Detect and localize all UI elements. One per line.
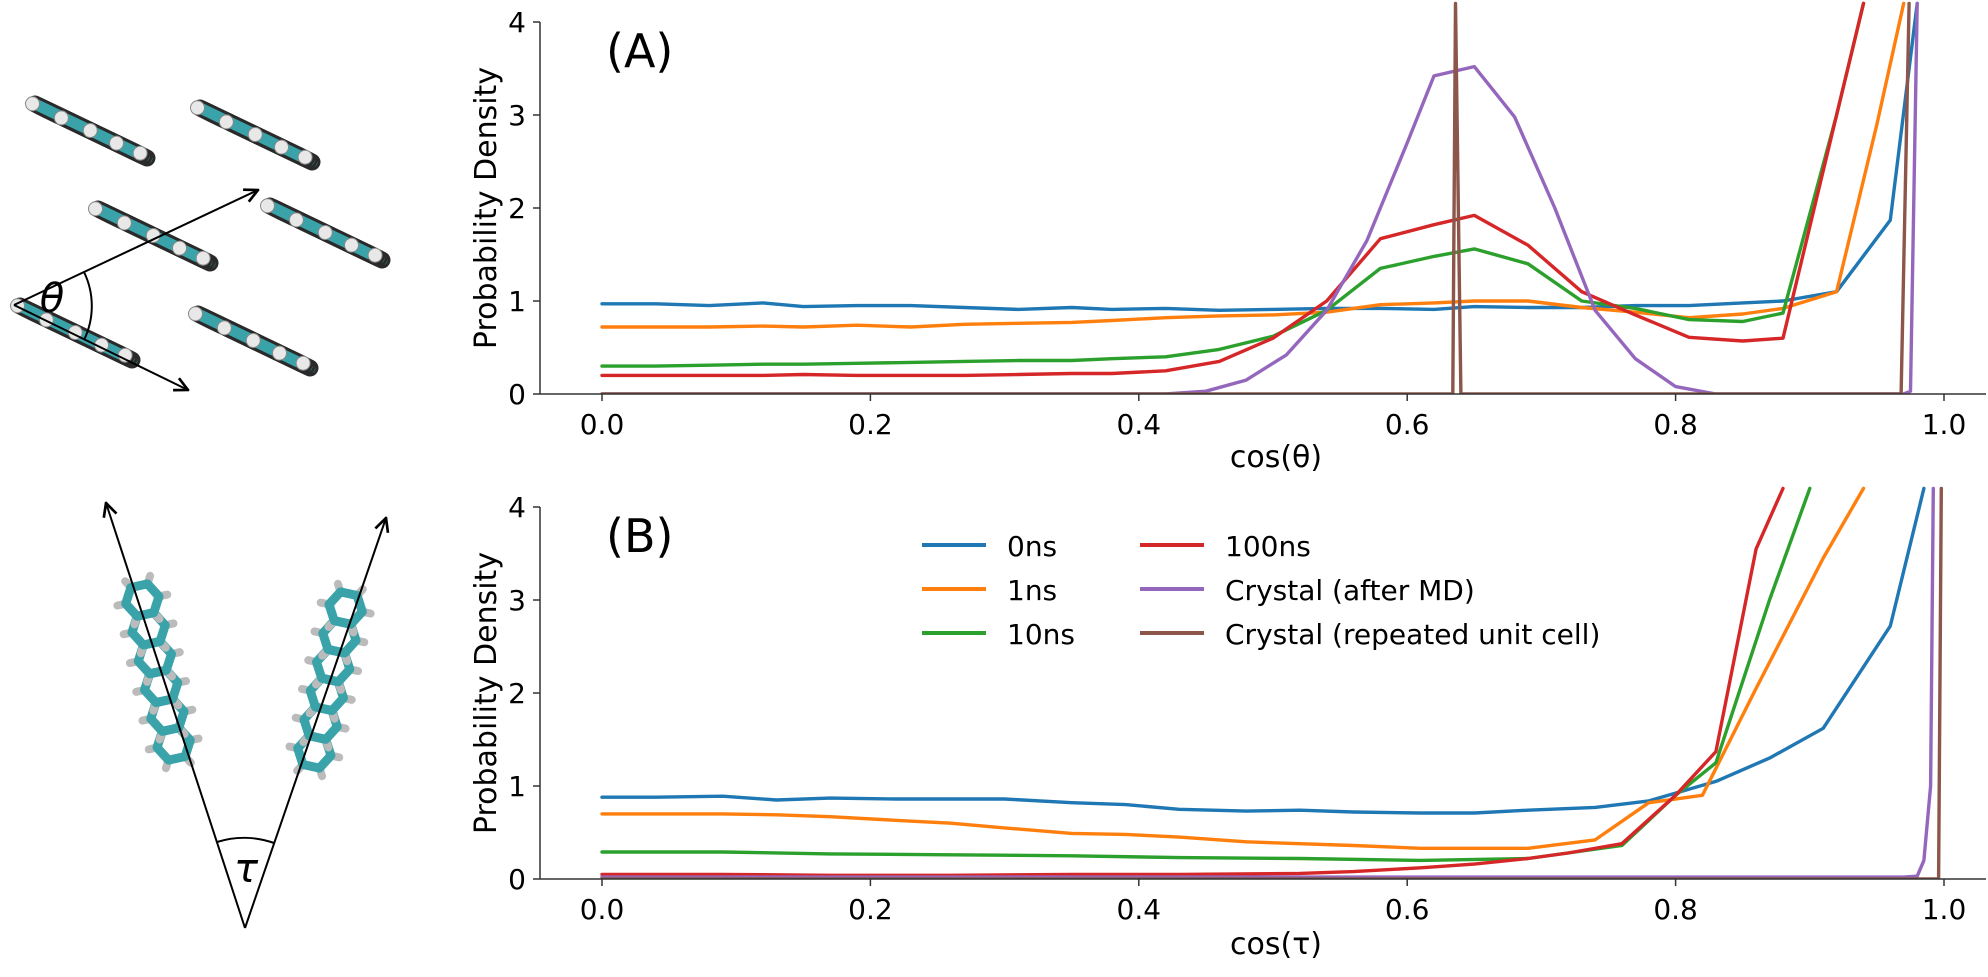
- legend-entry-0ns: 0ns: [922, 530, 1057, 563]
- y-tick-label: 2: [508, 192, 526, 225]
- panel-a-ticks: 0.0 0.2 0.4 0.6 0.8 1.0 0 1 2 3 4: [508, 6, 1966, 441]
- x-tick-label: 0.6: [1385, 408, 1430, 441]
- tau-symbol: τ: [234, 846, 259, 892]
- legend-label: Crystal (after MD): [1225, 574, 1475, 607]
- y-tick-label: 4: [508, 6, 526, 39]
- x-tick-label: 1.0: [1922, 408, 1967, 441]
- y-tick-label: 2: [508, 677, 526, 710]
- x-tick-label: 0.2: [848, 408, 893, 441]
- panel-a-x-label: cos(θ): [1230, 440, 1322, 475]
- legend-entry-10ns: 10ns: [922, 618, 1075, 651]
- tau-right-arrow: [244, 518, 386, 929]
- series-line-crystal-after-md: [600, 1, 1919, 394]
- panel-b-x-label: cos(τ): [1230, 927, 1322, 962]
- series-line-0ns: [600, 1, 1919, 312]
- tau-arc: [216, 836, 275, 844]
- x-tick-label: 0.4: [1117, 893, 1162, 926]
- series-line-crystal-repeated-unit-cell: [600, 1, 1911, 394]
- series-line-10ns: [600, 486, 1812, 863]
- theta-upper-arrow: [13, 190, 258, 306]
- series-line-100ns: [600, 1, 1866, 378]
- x-tick-label: 0.4: [1117, 408, 1162, 441]
- theta-lower-arrow: [13, 304, 188, 390]
- y-tick-label: 3: [508, 584, 526, 617]
- theta-arc: [83, 271, 93, 341]
- legend-entry-crystal-after-md: Crystal (after MD): [1140, 574, 1475, 607]
- panel-b-ticks: 0.0 0.2 0.4 0.6 0.8 1.0 0 1 2 3 4: [508, 491, 1966, 926]
- panel-a: 0.0 0.2 0.4 0.6 0.8 1.0 0 1 2 3 4 (A) cos(θ) Proba…: [469, 1, 1986, 475]
- tau-angle-annotation: τ: [106, 503, 386, 929]
- y-tick-label: 1: [508, 285, 526, 318]
- x-tick-label: 0.8: [1653, 893, 1698, 926]
- panel-b-y-label: Probability Density: [469, 552, 504, 834]
- herringbone-dimer-illustration: [10, 95, 391, 377]
- x-tick-label: 0.6: [1385, 893, 1430, 926]
- legend-label: 100ns: [1225, 530, 1311, 563]
- series-line-crystal-repeated-unit-cell: [600, 486, 1944, 879]
- series-line-1ns: [600, 1, 1906, 329]
- x-tick-label: 1.0: [1922, 893, 1967, 926]
- theta-symbol: θ: [40, 276, 64, 322]
- x-tick-label: 0.0: [580, 408, 625, 441]
- legend-entry-1ns: 1ns: [922, 574, 1057, 607]
- panel-b: 0.0 0.2 0.4 0.6 0.8 1.0 0 1 2 3 4 (B) cos(τ) Proba…: [469, 486, 1986, 962]
- legend-label: 1ns: [1007, 574, 1057, 607]
- panel-a-y-label: Probability Density: [469, 67, 504, 349]
- series-line-1ns: [600, 486, 1866, 850]
- y-tick-label: 1: [508, 770, 526, 803]
- legend-label: 10ns: [1007, 618, 1075, 651]
- series-line-100ns: [600, 486, 1785, 877]
- series-line-crystal-after-md: [600, 486, 1936, 879]
- legend-entry-crystal-repeated-unit-cell: Crystal (repeated unit cell): [1140, 618, 1600, 651]
- tau-dimer-illustration: [113, 571, 375, 781]
- y-tick-label: 4: [508, 491, 526, 524]
- legend-label: Crystal (repeated unit cell): [1225, 618, 1600, 651]
- tau-left-arrow: [106, 503, 246, 929]
- y-tick-label: 3: [508, 99, 526, 132]
- x-tick-label: 0.2: [848, 893, 893, 926]
- y-tick-label: 0: [508, 378, 526, 411]
- x-tick-label: 0.0: [580, 893, 625, 926]
- panel-b-label: (B): [606, 509, 673, 563]
- series-line-0ns: [600, 486, 1926, 815]
- panel-b-series: [600, 486, 1944, 879]
- legend-label: 0ns: [1007, 530, 1057, 563]
- panel-a-series: [600, 1, 1919, 394]
- theta-angle-annotation: θ: [13, 190, 258, 390]
- y-tick-label: 0: [508, 863, 526, 896]
- legend-entry-100ns: 100ns: [1140, 530, 1311, 563]
- legend: 0ns 1ns 10ns 100ns Crystal (after MD) Cr…: [922, 530, 1600, 651]
- panel-a-label: (A): [606, 24, 673, 78]
- x-tick-label: 0.8: [1653, 408, 1698, 441]
- series-line-10ns: [600, 1, 1866, 368]
